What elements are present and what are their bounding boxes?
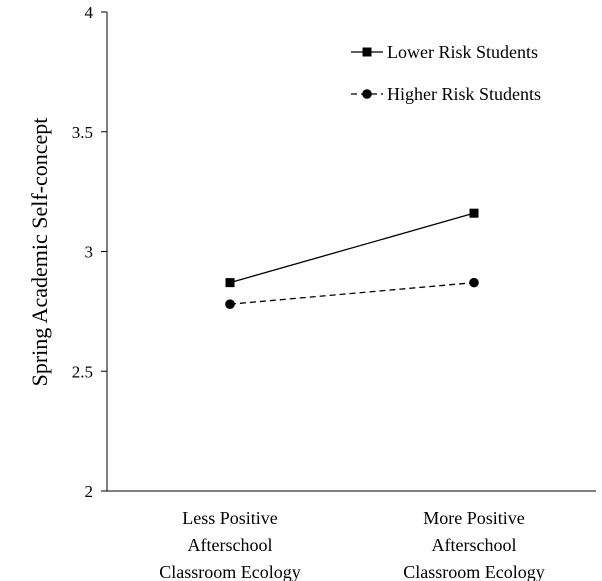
series-line	[229, 212, 475, 284]
y-tick-label: 2.5	[72, 362, 93, 381]
x-category-label: More Positive Afterschool Classroom Ecolog…	[403, 508, 545, 581]
x-category-label: Less Positive Afterschool Classroom Ecolog…	[159, 508, 301, 581]
series-line	[229, 281, 475, 305]
y-tick-label: 2	[85, 482, 94, 501]
x-axis: Less Positive Afterschool Classroom Ecolog…	[107, 490, 596, 581]
x-category-label-line: Less Positive	[182, 508, 278, 528]
legend-label: Higher Risk Students	[387, 84, 541, 104]
legend-item: Lower Risk Students	[351, 42, 538, 62]
legend-marker	[362, 47, 372, 57]
x-category-label-line: Afterschool	[432, 535, 517, 555]
data-point	[469, 277, 479, 288]
series-layer	[225, 208, 479, 309]
series-lower-risk	[225, 208, 479, 288]
data-point	[225, 278, 235, 288]
data-point	[469, 208, 479, 218]
y-axis-label: Spring Academic Self-concept	[27, 118, 52, 387]
data-point	[225, 299, 235, 309]
x-category-label-line: Afterschool	[188, 535, 273, 555]
legend-marker	[362, 89, 372, 99]
y-tick-label: 3	[85, 243, 94, 262]
legend-label: Lower Risk Students	[387, 42, 538, 62]
y-tick-label: 3.5	[72, 123, 93, 142]
x-category-label-line: More Positive	[423, 508, 525, 528]
y-tick-label: 4	[85, 3, 94, 22]
legend-item: Higher Risk Students	[351, 84, 541, 104]
series-higher-risk	[225, 277, 479, 309]
x-category-label-line: Classroom Ecology	[403, 562, 545, 581]
y-axis: 2 2.5 3 3.5 4	[72, 3, 108, 501]
legend: Lower Risk Students Higher Risk Students	[351, 42, 541, 104]
x-category-label-line: Classroom Ecology	[159, 562, 301, 581]
